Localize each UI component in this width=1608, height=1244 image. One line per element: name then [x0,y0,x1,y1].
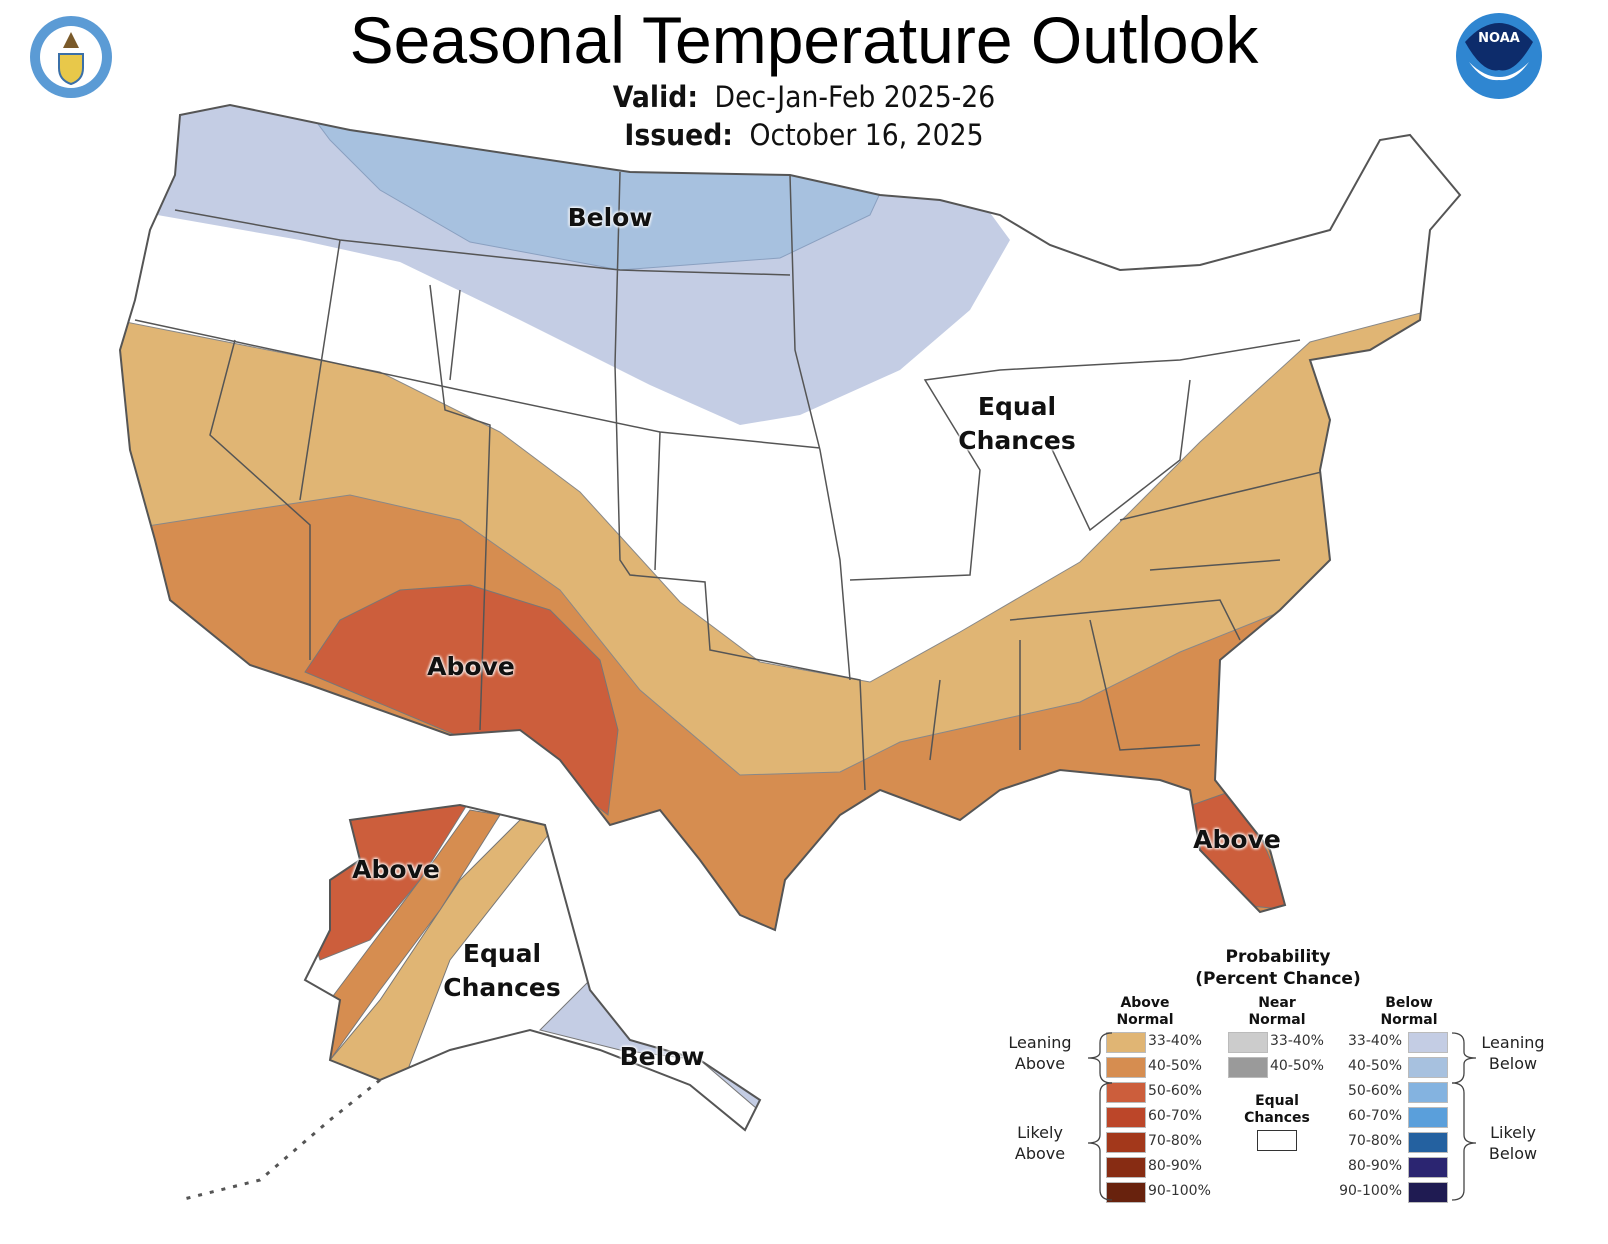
legend-swatch-below-0 [1408,1032,1448,1053]
alaska-outline [303,803,762,1132]
legend-swatch-below-4 [1408,1132,1448,1153]
legend-swatch-equal [1257,1130,1297,1151]
issued-value: October 16, 2025 [749,118,984,152]
noaa-logo-text: NOAA [1478,31,1520,46]
legend-likely-below: Likely Below [1473,1122,1553,1164]
map-label-equal-conus-2: Chances [958,426,1076,455]
legend-swatch-above-1 [1106,1057,1146,1078]
legend-brackets [1087,1032,1477,1201]
map-label-below-ak: Below [619,1042,705,1071]
noaa-logo: NOAA [1456,13,1542,99]
legend-swatch-near-1 [1228,1057,1268,1078]
legend-below-header: Below Normal [1364,995,1454,1029]
legend-label-near-1: 40-50% [1270,1058,1324,1074]
legend-label-near-0: 33-40% [1270,1033,1324,1049]
legend-label-above-2: 50-60% [1148,1083,1202,1099]
g: Below [1488,1054,1538,1073]
legend-swatch-above-3 [1106,1107,1146,1128]
map-label-above-fl: Above [1193,825,1281,854]
legend-swatch-above-2 [1106,1082,1146,1103]
legend-swatch-near-0 [1228,1032,1268,1053]
map-label-equal-ak-1: Equal [462,939,542,968]
h: Normal [1380,1012,1438,1028]
g: Leaning [1008,1033,1072,1052]
h: Above [1120,995,1170,1011]
valid-period: Valid: Dec-Jan-Feb 2025-26 [64,80,1543,114]
map-label-equal-conus-1: Equal [977,392,1057,421]
legend-label-below-4: 70-80% [1348,1133,1402,1149]
g: Likely [1490,1123,1536,1142]
state-boundaries [134,171,1331,791]
legend-near-header: Near Normal [1232,995,1322,1029]
legend: Probability (Percent Chance) Above Normal … [1000,940,1600,1240]
legend-equal-chances: Equal Chances [1232,1093,1322,1127]
page-title: Seasonal Temperature Outlook [349,3,1259,77]
h: Normal [1248,1012,1306,1028]
legend-label-below-0: 33-40% [1348,1033,1402,1049]
issued-date: Issued: October 16, 2025 [64,118,1543,152]
g: Below [1488,1144,1538,1163]
legend-swatch-below-2 [1408,1082,1448,1103]
legend-swatch-above-4 [1106,1132,1146,1153]
legend-label-below-1: 40-50% [1348,1058,1402,1074]
valid-value: Dec-Jan-Feb 2025-26 [714,80,996,114]
legend-label-above-3: 60-70% [1148,1108,1202,1124]
legend-swatch-below-1 [1408,1057,1448,1078]
h: Near [1258,995,1296,1011]
map-label-equal-ak-2: Chances [443,973,561,1002]
h: Below [1385,995,1433,1011]
legend-swatch-above-0 [1106,1032,1146,1053]
legend-swatch-below-5 [1408,1157,1448,1178]
legend-leaning-below: Leaning Below [1473,1032,1553,1074]
legend-above-header: Above Normal [1100,995,1190,1029]
legend-label-below-3: 60-70% [1348,1108,1402,1124]
legend-title-line1: Probability [1225,947,1331,967]
legend-leaning-above: Leaning Above [1000,1032,1080,1074]
g: Above [1014,1144,1066,1163]
legend-swatch-below-3 [1408,1107,1448,1128]
map-label-above-sw: Above [427,652,515,681]
legend-likely-above: Likely Above [1000,1122,1080,1164]
legend-label-below-5: 80-90% [1348,1158,1402,1174]
map-label-below-north: Below [567,203,653,232]
legend-swatch-below-6 [1408,1182,1448,1203]
g: Likely [1017,1123,1063,1142]
legend-title: Probability (Percent Chance) [1000,946,1556,990]
issued-label: Issued: [624,118,733,152]
legend-label-above-0: 33-40% [1148,1033,1202,1049]
legend-swatch-above-6 [1106,1182,1146,1203]
h: Chances [1244,1110,1310,1126]
g: Leaning [1481,1033,1545,1052]
valid-label: Valid: [612,80,698,114]
legend-title-line2: (Percent Chance) [1195,969,1361,989]
map-label-above-ak: Above [352,855,440,884]
legend-label-above-1: 40-50% [1148,1058,1202,1074]
aleutian-islands [179,1078,381,1202]
legend-label-above-5: 80-90% [1148,1158,1202,1174]
h: Normal [1116,1012,1174,1028]
commerce-seal-logo [30,16,112,98]
legend-swatch-above-5 [1106,1157,1146,1178]
legend-label-above-6: 90-100% [1148,1183,1211,1199]
h: Equal [1255,1093,1299,1109]
legend-label-below-2: 50-60% [1348,1083,1402,1099]
g: Above [1014,1054,1066,1073]
legend-label-above-4: 70-80% [1148,1133,1202,1149]
legend-label-below-6: 90-100% [1339,1183,1402,1199]
